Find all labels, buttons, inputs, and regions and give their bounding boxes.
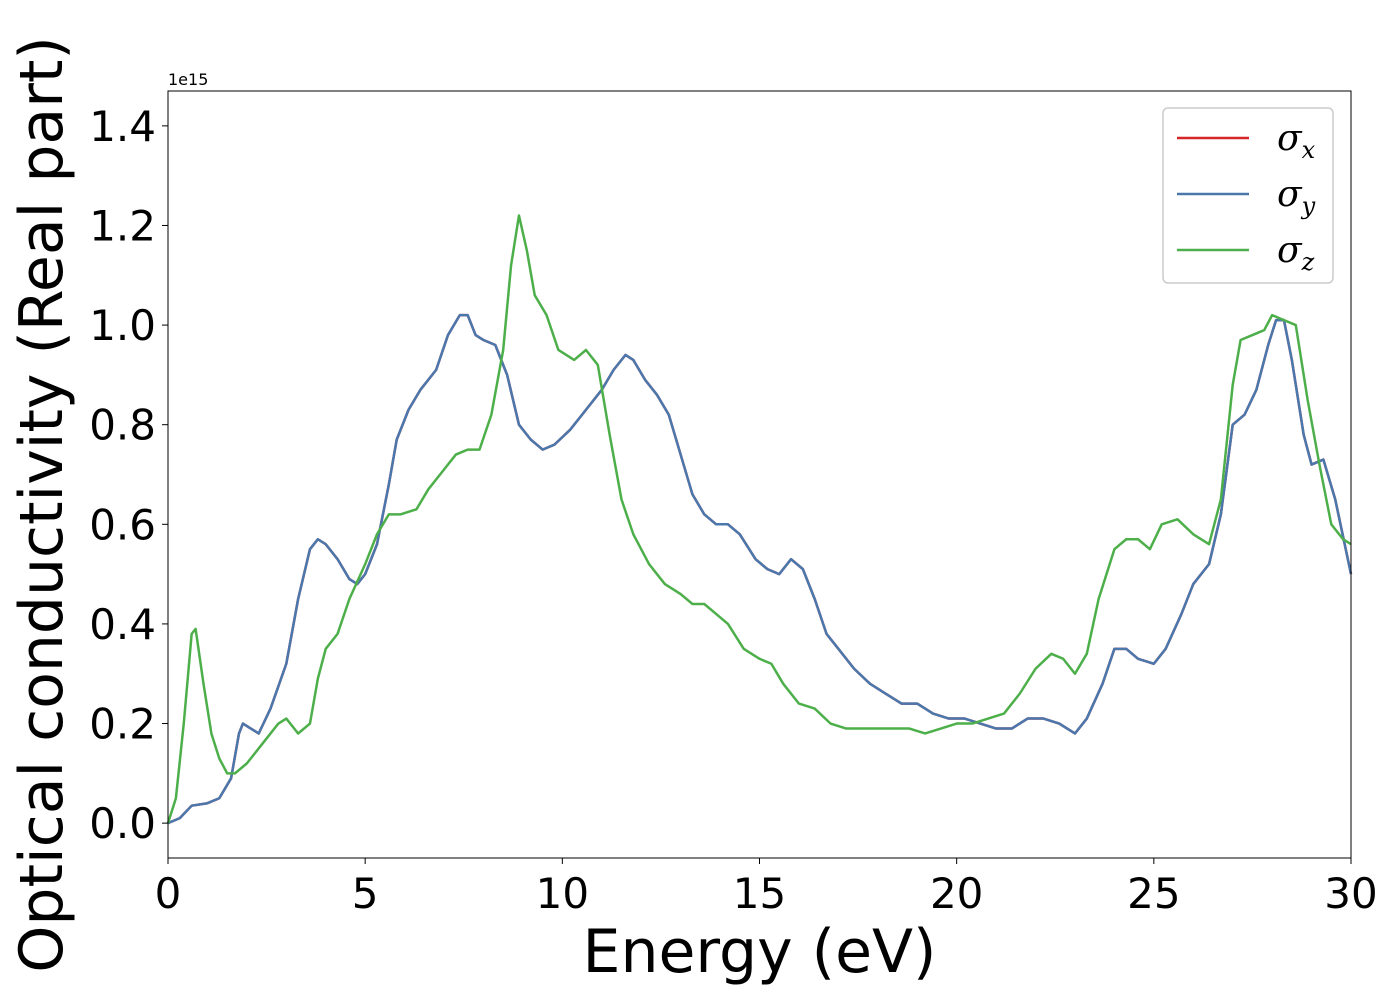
y-tick-label: 0.0 <box>89 799 156 848</box>
y-tick-label: 0.8 <box>89 401 156 450</box>
y-offset-label: 1e15 <box>168 70 208 89</box>
y-tick-label: 0.2 <box>89 700 156 749</box>
legend-label-z: σz <box>1277 230 1315 276</box>
series-line-y <box>167 313 1353 825</box>
x-tick-label: 5 <box>352 869 379 918</box>
series-layer <box>166 214 1353 825</box>
x-tick-label: 25 <box>1127 869 1180 918</box>
x-axis-label: Energy (eV) <box>583 917 937 987</box>
plot-area <box>168 91 1351 858</box>
x-tick-label: 10 <box>536 869 589 918</box>
legend-label-y: σy <box>1277 174 1316 220</box>
x-tick-label: 20 <box>930 869 983 918</box>
y-axis-label: Optical conductivity (Real part) <box>7 36 77 973</box>
y-tick-label: 0.4 <box>89 600 156 649</box>
y-tick-label: 0.6 <box>89 500 156 549</box>
x-tick-label: 15 <box>733 869 786 918</box>
series-line-z <box>166 214 1352 824</box>
y-tick-label: 1.0 <box>89 301 156 350</box>
legend: σx σy σz <box>1162 107 1334 284</box>
x-axis-ticks: 0 5 10 15 20 25 30 <box>155 858 1378 918</box>
y-tick-label: 1.4 <box>89 102 156 151</box>
x-tick-label: 0 <box>155 869 182 918</box>
legend-label-x: σx <box>1277 118 1316 164</box>
x-tick-label: 30 <box>1324 869 1377 918</box>
legend-box <box>1162 107 1334 284</box>
y-tick-label: 1.2 <box>89 201 156 250</box>
y-axis-ticks: 0.0 0.2 0.4 0.6 0.8 1.0 1.2 1.4 <box>89 102 168 848</box>
